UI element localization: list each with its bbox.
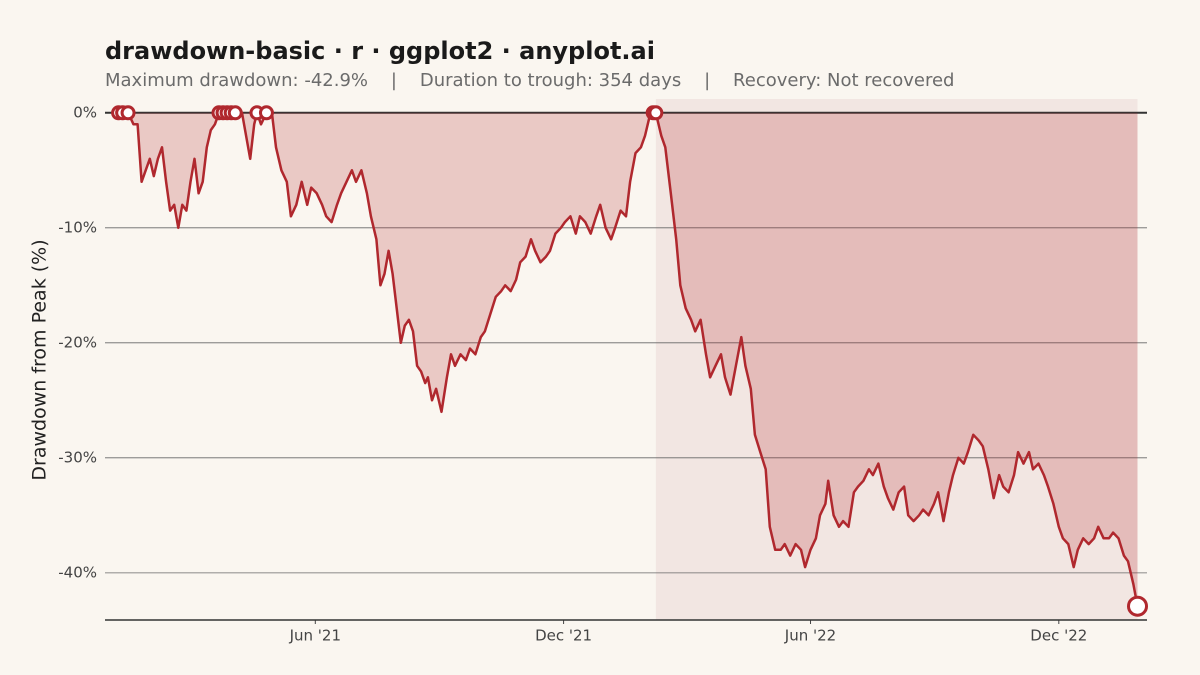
y-tick-label: 0%	[73, 103, 97, 121]
x-tick-label: Dec '22	[1030, 627, 1087, 645]
peak-marker	[258, 105, 274, 121]
x-tick-label: Jun '22	[784, 627, 836, 645]
peak-marker	[120, 105, 136, 121]
chart-subtitle: Maximum drawdown: -42.9% | Duration to t…	[105, 70, 954, 91]
chart-title: drawdown-basic · r · ggplot2 · anyplot.a…	[105, 37, 655, 65]
x-tick-label: Jun '21	[289, 627, 341, 645]
y-tick-label: -40%	[58, 563, 97, 581]
peak-marker	[227, 105, 243, 121]
peak-marker	[648, 105, 664, 121]
x-tick-label: Dec '21	[535, 627, 592, 645]
y-tick-label: -30%	[58, 448, 97, 466]
y-tick-label: -10%	[58, 218, 97, 236]
drawdown-area	[118, 112, 1138, 607]
trough-marker	[1127, 595, 1149, 617]
y-axis-title: Drawdown from Peak (%)	[29, 239, 51, 480]
y-tick-label: -20%	[58, 333, 97, 351]
